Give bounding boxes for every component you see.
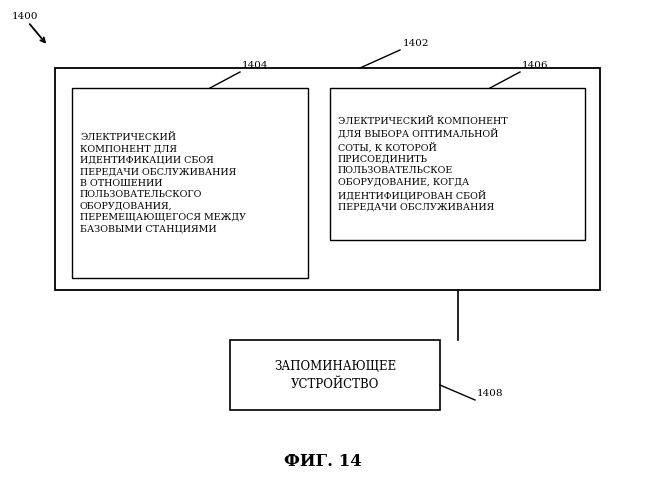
Text: 1408: 1408 [477, 389, 503, 398]
Bar [55, 68, 600, 290]
Text: ЭЛЕКТРИЧЕСКИЙ
КОМПОНЕНТ ДЛЯ
ИДЕНТИФИКАЦИИ СБОЯ
ПЕРЕДАЧИ ОБСЛУЖИВАНИЯ
В ОТНОШЕНИИ: ЭЛЕКТРИЧЕСКИЙ КОМПОНЕНТ ДЛЯ ИДЕНТИФИКАЦИ… [80, 132, 246, 234]
Bar [230, 340, 440, 410]
Text: 1406: 1406 [522, 61, 548, 70]
Text: 1402: 1402 [403, 39, 430, 48]
Text: ФИГ. 14: ФИГ. 14 [284, 454, 362, 470]
Bar [72, 88, 308, 278]
Text: ЗАПОМИНАЮЩЕЕ
УСТРОЙСТВО: ЗАПОМИНАЮЩЕЕ УСТРОЙСТВО [274, 360, 396, 390]
Bar [330, 88, 585, 240]
Text: 1400: 1400 [12, 12, 39, 21]
Text: ЭЛЕКТРИЧЕСКИЙ КОМПОНЕНТ
ДЛЯ ВЫБОРА ОПТИМАЛЬНОЙ
СОТЫ, К КОТОРОЙ
ПРИСОЕДИНИТЬ
ПОЛЬ: ЭЛЕКТРИЧЕСКИЙ КОМПОНЕНТ ДЛЯ ВЫБОРА ОПТИМ… [338, 116, 508, 212]
Text: 1404: 1404 [242, 61, 269, 70]
